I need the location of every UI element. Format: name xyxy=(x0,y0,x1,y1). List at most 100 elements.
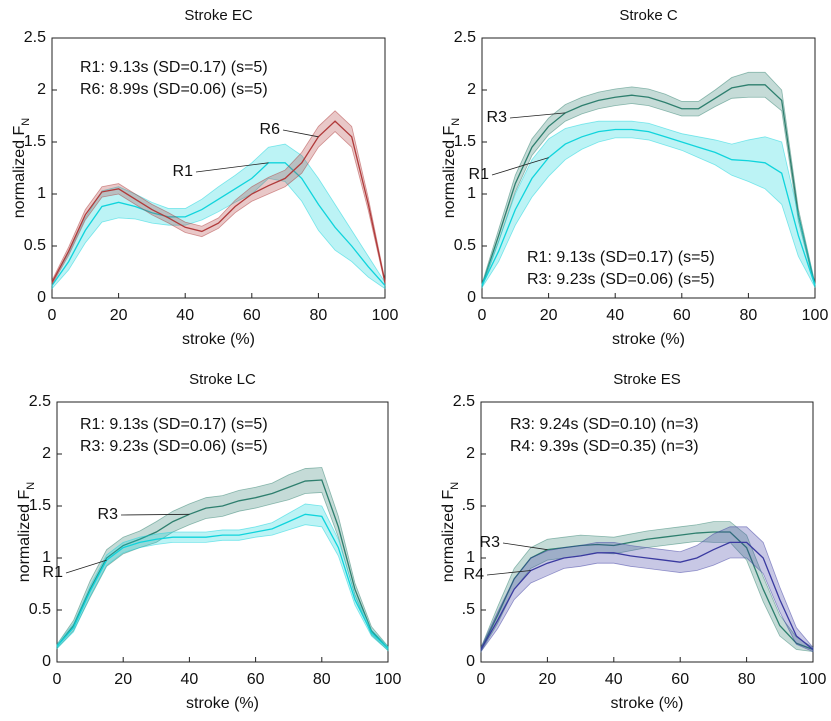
plot-frame xyxy=(480,401,814,663)
series-line xyxy=(481,128,816,286)
y-tick-label: 1.5 xyxy=(29,497,51,514)
y-axis-label: normalized FN xyxy=(441,118,462,218)
y-tick-label: .5 xyxy=(462,601,475,618)
sd-band xyxy=(480,521,814,654)
leader-line xyxy=(195,162,269,173)
y-tick-label: 0 xyxy=(42,653,51,670)
series-label: R6 xyxy=(260,121,281,138)
y-tick-label: 0.5 xyxy=(24,237,46,254)
y-tick-label: 0.5 xyxy=(29,601,51,618)
sd-band xyxy=(51,143,386,290)
x-tick-label: 20 xyxy=(110,307,128,324)
y-axis-label-sub: N xyxy=(449,482,461,490)
series-label: R1 xyxy=(469,166,490,183)
y-tick-label: 2 xyxy=(37,81,46,98)
annotation: R1: 9.13s (SD=0.17) (s=5) xyxy=(80,416,268,433)
leader-line xyxy=(486,570,531,576)
series-line xyxy=(56,513,389,649)
sd-band xyxy=(56,503,389,652)
y-tick-label: .5 xyxy=(462,497,475,514)
x-tick-label: 0 xyxy=(48,307,57,324)
series-label: R1 xyxy=(173,163,194,180)
x-tick-label: 100 xyxy=(372,307,399,324)
y-tick-label: 2.5 xyxy=(29,393,51,410)
x-tick-label: 100 xyxy=(800,671,827,688)
y-tick-label: 0 xyxy=(466,653,475,670)
x-tick-label: 100 xyxy=(375,671,402,688)
series-line xyxy=(481,84,816,286)
x-tick-label: 100 xyxy=(802,307,829,324)
panel: Stroke C stroke (%) normalized FN 0 20 40 60 80… xyxy=(441,7,828,348)
annotation: R3: 9.24s (SD=0.10) (n=3) xyxy=(510,416,699,433)
y-tick-label: 1 xyxy=(467,185,476,202)
y-tick-label: 0 xyxy=(37,289,46,306)
series-line xyxy=(480,541,814,651)
y-axis-label-main: normalized F xyxy=(11,126,28,219)
panel-title: Stroke EC xyxy=(184,7,253,24)
x-tick-label: 80 xyxy=(310,307,328,324)
y-axis-label-main: normalized F xyxy=(440,490,457,583)
y-tick-label: 2 xyxy=(466,445,475,462)
panel-title: Stroke ES xyxy=(613,371,681,388)
annotation: R6: 8.99s (SD=0.06) (s=5) xyxy=(80,81,268,98)
y-tick-label: 0.5 xyxy=(454,237,476,254)
y-tick-label: 2.5 xyxy=(454,29,476,46)
plot-frame xyxy=(56,401,389,663)
x-tick-label: 80 xyxy=(738,671,756,688)
x-axis-label: stroke (%) xyxy=(182,331,255,348)
series-label: R3 xyxy=(480,534,501,551)
y-axis-label: normalized FN xyxy=(16,482,37,582)
y-axis-label-sub: N xyxy=(20,118,32,126)
x-axis-label: stroke (%) xyxy=(612,331,685,348)
y-axis-label: normalized FN xyxy=(11,118,32,218)
y-axis-label-sub: N xyxy=(450,118,462,126)
x-axis-label: stroke (%) xyxy=(611,695,684,712)
leader-line xyxy=(502,542,548,551)
x-tick-label: 40 xyxy=(606,307,624,324)
x-tick-label: 0 xyxy=(53,671,62,688)
annotation: R3: 9.23s (SD=0.06) (s=5) xyxy=(80,438,268,455)
x-tick-label: 0 xyxy=(477,671,486,688)
x-tick-label: 80 xyxy=(740,307,758,324)
annotation: R1: 9.13s (SD=0.17) (s=5) xyxy=(80,59,268,76)
x-tick-label: 20 xyxy=(539,671,557,688)
y-tick-label: 2 xyxy=(42,445,51,462)
x-tick-label: 40 xyxy=(181,671,199,688)
x-tick-label: 20 xyxy=(540,307,558,324)
y-tick-label: 2 xyxy=(467,81,476,98)
y-axis-label-main: normalized F xyxy=(441,126,458,219)
x-tick-label: 60 xyxy=(673,307,691,324)
leader-line xyxy=(509,112,566,119)
y-axis-label: normalized FN xyxy=(440,482,461,582)
y-tick-label: 2.5 xyxy=(24,29,46,46)
x-tick-label: 60 xyxy=(247,671,265,688)
x-tick-label: 20 xyxy=(114,671,132,688)
y-tick-label: 1 xyxy=(37,185,46,202)
series-label: R1 xyxy=(43,564,64,581)
y-tick-label: 1 xyxy=(466,549,475,566)
x-tick-label: 60 xyxy=(243,307,261,324)
sd-band xyxy=(481,120,816,289)
leader-line xyxy=(491,157,549,176)
plot-frame xyxy=(481,37,816,299)
y-tick-label: 0 xyxy=(467,289,476,306)
series-label: R3 xyxy=(98,506,119,523)
annotation: R3: 9.23s (SD=0.06) (s=5) xyxy=(527,271,715,288)
series-label: R4 xyxy=(464,566,485,583)
leader-line xyxy=(120,513,190,516)
series-line xyxy=(51,120,386,283)
y-axis-label-main: normalized F xyxy=(16,490,33,583)
panel-title: Stroke C xyxy=(619,7,678,24)
x-tick-label: 40 xyxy=(605,671,623,688)
annotation: R4: 9.39s (SD=0.35) (n=3) xyxy=(510,438,699,455)
x-axis-label: stroke (%) xyxy=(186,695,259,712)
y-tick-label: 2.5 xyxy=(453,393,475,410)
series-line xyxy=(51,162,386,286)
x-tick-label: 60 xyxy=(671,671,689,688)
plot-frame xyxy=(51,37,386,299)
y-tick-label: 1 xyxy=(42,549,51,566)
